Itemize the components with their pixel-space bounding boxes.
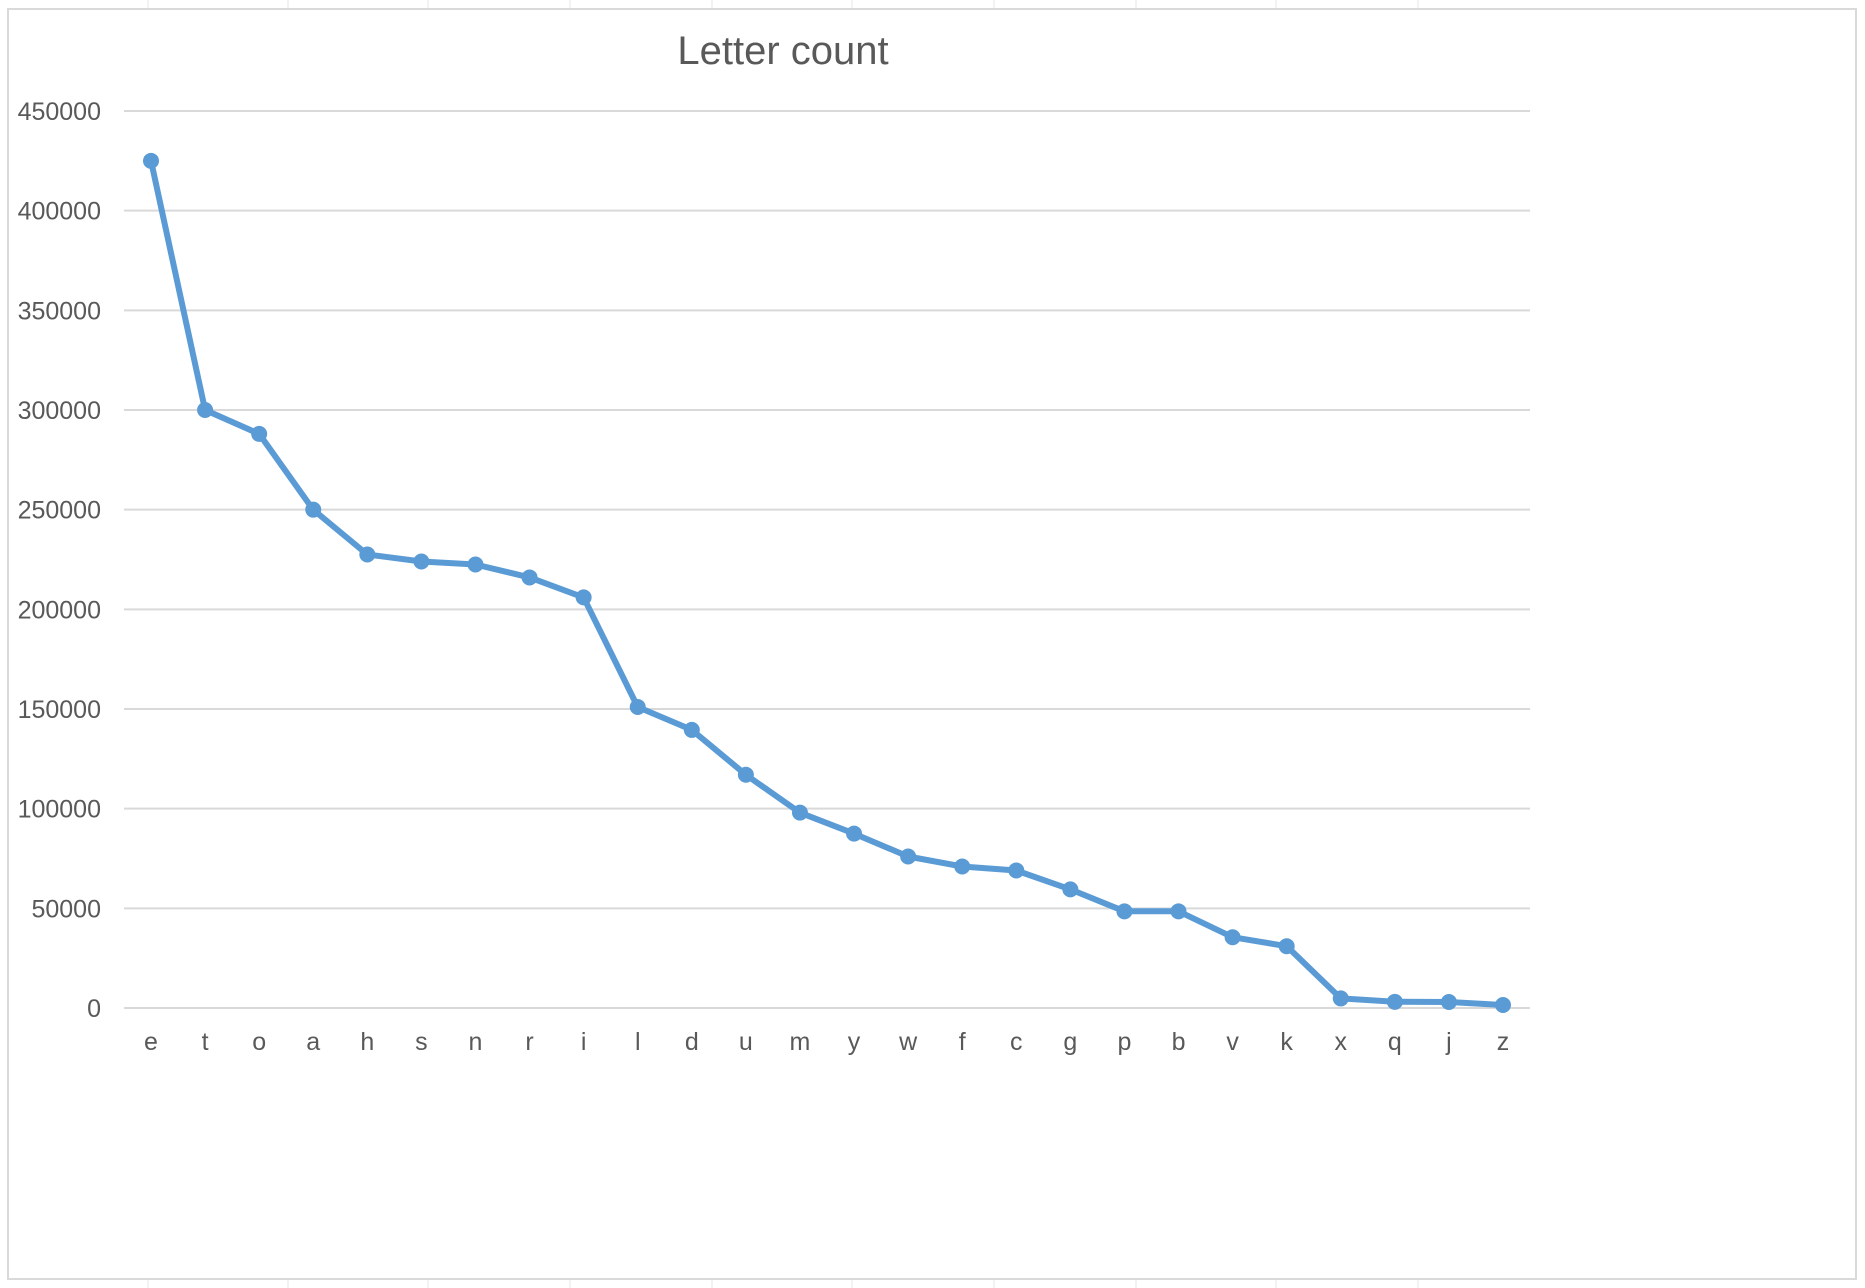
data-point-c[interactable] — [1008, 862, 1025, 879]
data-point-d[interactable] — [683, 721, 700, 738]
x-tick-label: r — [525, 1028, 533, 1056]
data-point-s[interactable] — [413, 553, 430, 570]
x-tick-label: l — [635, 1028, 641, 1056]
x-tick-label: h — [360, 1028, 374, 1056]
y-tick-label: 100000 — [18, 796, 101, 824]
y-tick-label: 450000 — [18, 98, 101, 126]
chart-title: Letter count — [677, 29, 888, 73]
x-tick-label: t — [202, 1028, 209, 1056]
data-point-l[interactable] — [629, 699, 646, 716]
x-tick-label: g — [1063, 1028, 1077, 1056]
x-tick-label: b — [1172, 1028, 1186, 1056]
data-point-z[interactable] — [1495, 997, 1511, 1014]
series-line — [148, 157, 1506, 1008]
x-tick-label: j — [1445, 1028, 1452, 1056]
data-point-j[interactable] — [1440, 994, 1457, 1011]
horizontal-gridlines — [124, 110, 1530, 1009]
data-point-e[interactable] — [143, 152, 159, 169]
x-tick-label: n — [469, 1028, 483, 1056]
y-tick-label: 200000 — [18, 596, 101, 624]
x-tick-label: p — [1117, 1028, 1131, 1056]
y-tick-label: 150000 — [18, 696, 101, 724]
x-tick-label: q — [1388, 1028, 1402, 1056]
data-point-g[interactable] — [1062, 881, 1079, 898]
data-point-x[interactable] — [1332, 990, 1349, 1007]
data-point-k[interactable] — [1278, 938, 1295, 955]
data-point-v[interactable] — [1224, 929, 1241, 946]
data-point-i[interactable] — [575, 589, 592, 606]
data-point-q[interactable] — [1386, 993, 1403, 1010]
data-point-r[interactable] — [521, 569, 538, 586]
x-tick-label: f — [959, 1028, 966, 1056]
x-tick-label: c — [1010, 1028, 1023, 1056]
data-point-m[interactable] — [791, 804, 808, 821]
data-point-h[interactable] — [359, 546, 376, 563]
x-tick-label: z — [1497, 1028, 1510, 1056]
x-tick-label: i — [581, 1028, 587, 1056]
data-point-y[interactable] — [846, 825, 863, 842]
data-point-w[interactable] — [900, 848, 917, 865]
y-tick-label: 300000 — [18, 397, 101, 425]
x-tick-label: e — [144, 1028, 158, 1056]
x-tick-label: m — [790, 1028, 811, 1056]
data-point-t[interactable] — [197, 402, 214, 418]
x-tick-label: a — [306, 1028, 320, 1056]
data-point-f[interactable] — [954, 858, 971, 875]
y-tick-label: 350000 — [18, 297, 101, 325]
x-tick-label: w — [898, 1028, 918, 1056]
data-point-n[interactable] — [467, 556, 484, 573]
data-point-b[interactable] — [1170, 903, 1187, 920]
data-point-o[interactable] — [251, 425, 268, 442]
data-point-p[interactable] — [1116, 903, 1133, 920]
x-tick-label: x — [1335, 1028, 1348, 1056]
data-point-markers — [143, 152, 1511, 1014]
chart-area[interactable] — [7, 8, 1857, 1280]
x-tick-label: y — [848, 1028, 861, 1056]
y-tick-label: 250000 — [18, 497, 101, 525]
data-point-u[interactable] — [737, 766, 754, 783]
x-tick-label: d — [685, 1028, 699, 1056]
x-tick-label: k — [1280, 1028, 1293, 1056]
x-tick-label: o — [252, 1028, 266, 1056]
y-tick-label: 400000 — [18, 198, 101, 226]
y-axis-tick-labels: 0 50000 100000 150000 200000 250000 300000 3500… — [18, 98, 101, 1023]
x-tick-label: s — [415, 1028, 428, 1056]
data-point-a[interactable] — [305, 501, 322, 518]
y-tick-label: 50000 — [31, 895, 101, 923]
x-tick-label: u — [739, 1028, 753, 1056]
x-tick-label: v — [1226, 1028, 1239, 1056]
y-tick-label: 0 — [87, 995, 101, 1023]
